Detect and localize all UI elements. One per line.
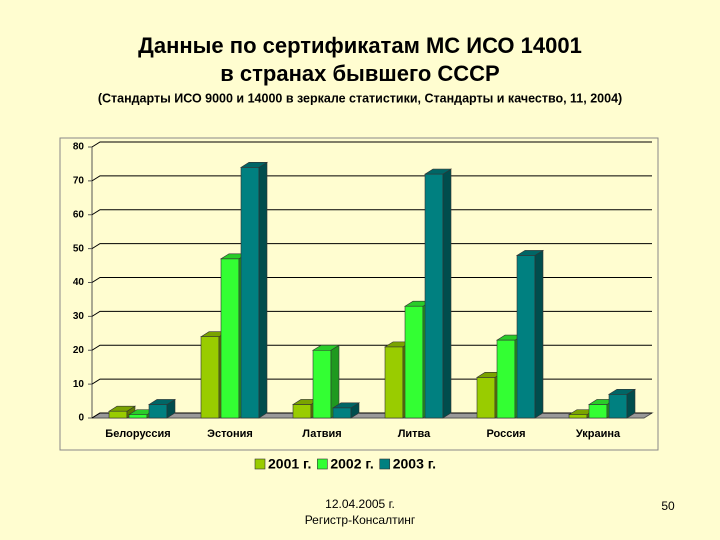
bar (148, 404, 168, 419)
bar (384, 346, 404, 419)
bar-side (442, 168, 452, 419)
grid-line (91, 209, 652, 216)
chart-subtitle: (Стандарты ИСО 9000 и 14000 в зеркале ст… (98, 91, 622, 105)
bar-top (239, 162, 269, 168)
legend-label: 2003 г. (393, 456, 436, 472)
bar-side (258, 161, 268, 419)
grid-line (91, 277, 652, 283)
y-tick-label: 80 (73, 142, 85, 153)
bar (108, 410, 128, 419)
x-tick-label: Россия (486, 428, 525, 440)
bar (424, 173, 444, 419)
bar (312, 349, 332, 419)
legend-swatch (317, 458, 328, 470)
bar (568, 414, 588, 419)
bar (292, 404, 312, 419)
bar-top (515, 250, 545, 256)
grid-line (91, 175, 652, 182)
bar-top (107, 405, 137, 412)
grid-line (91, 243, 652, 250)
plot-frame (59, 137, 659, 451)
legend-label: 2002 г. (330, 456, 373, 472)
bar-top (331, 402, 361, 409)
bar (404, 305, 424, 419)
bar (220, 258, 240, 419)
bar (476, 377, 496, 419)
y-tick-label: 40 (73, 277, 85, 288)
y-tick-label: 70 (73, 176, 85, 187)
chart-title: в странах бывшего СССР (220, 61, 499, 86)
y-tick-label: 10 (73, 379, 85, 390)
grid-line (91, 141, 652, 148)
x-tick-label: Белоруссия (105, 428, 170, 440)
bar (240, 167, 260, 419)
bar-top (311, 344, 341, 351)
legend-swatch (379, 458, 391, 470)
x-tick-label: Латвия (302, 428, 341, 440)
bar (516, 255, 536, 419)
bar (496, 339, 516, 419)
bar-side (534, 249, 544, 419)
x-tick-label: Украина (576, 428, 621, 440)
y-tick-label: 30 (73, 311, 85, 322)
legend-swatch (254, 458, 266, 470)
page-number: 50 (661, 499, 675, 513)
bar (332, 407, 352, 419)
footer: 12.04.2005 г. (325, 497, 395, 511)
bar (608, 393, 628, 419)
y-tick-label: 20 (73, 345, 85, 356)
grid-line (91, 310, 652, 317)
y-tick-label: 60 (73, 209, 85, 220)
bar (128, 414, 148, 419)
bar-top (147, 399, 177, 405)
floor (90, 412, 654, 419)
grid-line (91, 412, 652, 419)
grid-line (91, 378, 652, 385)
x-tick-label: Литва (398, 428, 431, 440)
chart-title: Данные по сертификатам МС ИСО 14001 (138, 33, 582, 58)
footer: Регистр-Консалтинг (305, 513, 416, 527)
y-tick-label: 0 (78, 413, 84, 424)
bar (588, 404, 608, 419)
bar-top (423, 168, 453, 175)
x-tick-label: Эстония (207, 428, 253, 440)
grid-line (91, 344, 652, 351)
bar-top (607, 388, 637, 395)
y-tick-label: 50 (73, 243, 85, 254)
bar (200, 336, 220, 419)
legend-label: 2001 г. (268, 456, 311, 472)
